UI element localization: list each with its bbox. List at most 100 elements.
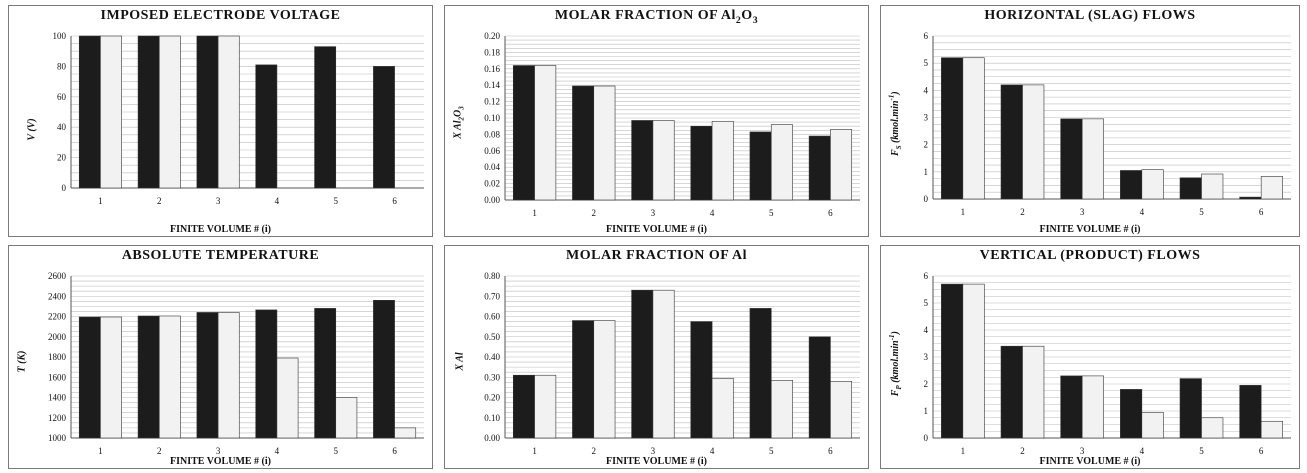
chart-plot: 0 20 40 60 80 100 1 2 3 4 5 6 <box>53 31 424 206</box>
x-tick-label: 1 <box>961 207 966 217</box>
bar-series-1 <box>1000 84 1023 200</box>
bar-series-2 <box>217 35 240 189</box>
chart-title: MOLAR FRACTION OF Al2O3 <box>554 8 759 26</box>
bar-series-1 <box>314 308 337 439</box>
y-tick-label: 1000 <box>48 433 67 443</box>
bar-series-1 <box>137 35 160 189</box>
x-tick-label: 4 <box>275 446 280 456</box>
y-tick-label: 0.14 <box>484 80 500 90</box>
bar-series-2 <box>1260 176 1283 200</box>
chart-plot: 0.00 0.02 0.04 0.06 0.08 0.10 0.12 0.14 0.16 0.18… <box>484 31 860 218</box>
x-tick-label: 3 <box>216 446 221 456</box>
x-axis-label: FINITE VOLUME # (i) <box>605 224 707 235</box>
y-tick-label: 0.02 <box>484 179 500 189</box>
bar-series-1 <box>314 46 337 189</box>
y-tick-label: 0.08 <box>484 129 500 139</box>
x-tick-label: 3 <box>1080 446 1085 456</box>
x-tick-label: 1 <box>961 446 966 456</box>
y-tick-label: 0.30 <box>484 372 500 382</box>
bar-series-2 <box>770 124 793 201</box>
bar-series-1 <box>690 321 713 439</box>
x-tick-label: 2 <box>592 208 597 218</box>
bar-series-2 <box>1201 173 1224 200</box>
x-tick-label: 6 <box>392 446 397 456</box>
bar-series-1 <box>255 64 278 189</box>
chart-panel-temperature: ABSOLUTE TEMPERATURE T (K) FINITE VOLUME… <box>8 245 433 469</box>
bar-series-2 <box>1201 417 1224 439</box>
x-tick-label: 6 <box>1259 446 1264 456</box>
bar-series-2 <box>1081 375 1104 439</box>
x-tick-label: 4 <box>710 208 715 218</box>
x-axis-label: FINITE VOLUME # (i) <box>1039 224 1141 235</box>
bar-series-1 <box>1120 170 1143 200</box>
bar-series-2 <box>100 35 122 189</box>
y-tick-label: 0.50 <box>484 332 500 342</box>
x-tick-label: 6 <box>392 196 397 206</box>
bar-series-1 <box>1000 345 1023 439</box>
x-tick-label: 5 <box>1199 446 1204 456</box>
y-tick-label: 0.12 <box>484 97 500 107</box>
bar-series-2 <box>276 357 299 439</box>
y-tick-label: 0.20 <box>484 31 500 41</box>
y-tick-label: 2200 <box>48 312 67 322</box>
x-tick-label: 1 <box>532 208 537 218</box>
y-tick-label: 0.00 <box>484 433 500 443</box>
chart-plot: 0 1 2 3 4 5 6 1 2 3 4 5 6 <box>924 271 1291 456</box>
x-tick-label: 3 <box>651 446 656 456</box>
y-tick-label: 2 <box>924 379 929 389</box>
x-tick-label: 2 <box>157 446 162 456</box>
bar-series-1 <box>690 125 713 201</box>
bar-series-2 <box>534 65 557 201</box>
y-tick-label: 100 <box>53 31 67 41</box>
bar-series-1 <box>1179 177 1202 200</box>
chart-plot: 1000 1200 1400 1600 1800 2000 2200 2400 2600 1 2 3 4… <box>48 271 424 456</box>
x-tick-label: 2 <box>1020 207 1025 217</box>
x-tick-label: 3 <box>651 208 656 218</box>
bar-series-1 <box>572 320 595 439</box>
y-tick-label: 1800 <box>48 352 67 362</box>
bar-series-2 <box>593 85 616 201</box>
x-tick-label: 4 <box>1140 446 1145 456</box>
bar-series-1 <box>78 316 101 439</box>
bar-series-1 <box>1060 375 1083 439</box>
x-tick-label: 5 <box>769 446 774 456</box>
bar-series-2 <box>1081 118 1104 200</box>
y-tick-label: 0.04 <box>484 162 500 172</box>
bar-series-1 <box>255 309 278 439</box>
bar-series-1 <box>196 35 219 189</box>
y-tick-label: 0.20 <box>484 393 500 403</box>
bar-series-2 <box>770 379 793 439</box>
x-tick-label: 5 <box>1199 207 1204 217</box>
chart-title: VERTICAL (PRODUCT) FLOWS <box>979 248 1201 263</box>
bar-series-1 <box>196 312 219 439</box>
x-axis-label: FINITE VOLUME # (i) <box>605 456 707 467</box>
y-tick-label: 0.16 <box>484 64 500 74</box>
y-tick-label: 20 <box>57 153 67 163</box>
y-tick-label: 1 <box>924 167 929 177</box>
x-tick-label: 1 <box>98 196 103 206</box>
chart-panel-al2o3: MOLAR FRACTION OF Al2O3 X Al2O3 FINITE V… <box>444 5 869 237</box>
y-tick-label: 5 <box>924 298 929 308</box>
bar-series-1 <box>631 289 654 439</box>
bar-series-2 <box>711 120 734 201</box>
y-tick-label: 0 <box>924 194 929 204</box>
bar-series-2 <box>830 381 853 439</box>
x-axis-label: FINITE VOLUME # (i) <box>1039 456 1141 467</box>
bar-series-1 <box>749 131 772 201</box>
x-tick-label: 1 <box>98 446 103 456</box>
y-tick-label: 6 <box>924 271 929 281</box>
bar-series-2 <box>830 129 853 201</box>
y-tick-label: 0 <box>62 183 67 193</box>
bar-series-2 <box>394 427 417 439</box>
bar-series-2 <box>962 283 985 439</box>
y-tick-label: 2600 <box>48 271 67 281</box>
y-tick-label: 0.40 <box>484 352 500 362</box>
bar-series-2 <box>1022 345 1045 439</box>
y-tick-label: 6 <box>924 31 929 41</box>
bar-series-2 <box>217 312 240 439</box>
x-tick-label: 6 <box>828 208 833 218</box>
bar-series-1 <box>137 315 160 439</box>
bar-series-1 <box>572 85 595 201</box>
bar-series-2 <box>1141 412 1164 439</box>
chart-panel-product-flows: VERTICAL (PRODUCT) FLOWS FP (kmol.min-1)… <box>880 245 1300 469</box>
